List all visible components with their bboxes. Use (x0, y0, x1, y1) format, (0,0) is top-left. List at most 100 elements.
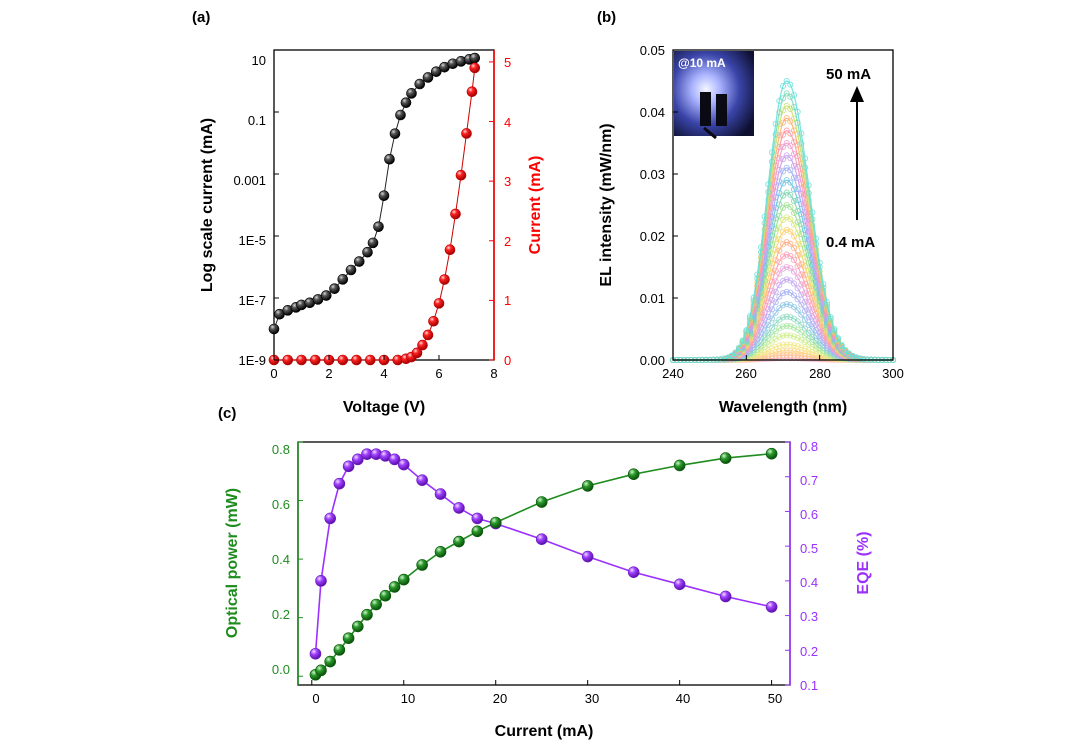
panel-a-log-point (422, 72, 434, 83)
panel-a-y-tick: 1E-5 (239, 233, 266, 248)
panel-a-log-point (268, 323, 280, 335)
panel-c-y-tick: 0.6 (272, 497, 290, 512)
panel-b-spectrum-point (794, 334, 801, 341)
panel-b-spectrum-point (787, 203, 794, 211)
panel-b-spectrum-point (801, 307, 809, 314)
panel-b-spectrum-point (779, 332, 787, 339)
panel-b-spectrum-point (823, 299, 831, 306)
panel-b-spectrum-point (779, 289, 787, 297)
panel-b-spectrum-point (787, 314, 794, 321)
panel-b-spectrum-point (805, 182, 812, 189)
panel-b-spectrum-point (790, 268, 798, 275)
panel-b-spectrum-point (765, 196, 772, 203)
panel-a-linear-point (411, 347, 423, 359)
panel-c-power-point (627, 468, 640, 481)
panel-b-spectrum-point (783, 322, 790, 329)
panel-b-spectrum-point (801, 289, 809, 296)
panel-b-x-tick: 300 (882, 366, 904, 381)
panel-b-spectrum-point (805, 314, 812, 321)
panel-c-y2-tick: 0.2 (800, 644, 818, 659)
panel-a-linear-point (461, 128, 472, 139)
panel-b-spectrum-point (805, 347, 812, 354)
panel-b-spectrum-point (790, 92, 798, 99)
panel-c: (c) 0 10 20 30 40 50 0.0 0.2 0.4 0.6 0.8… (218, 405, 872, 740)
panel-b-spectrum-point (794, 119, 801, 126)
panel-b-spectrum-line (673, 142, 893, 361)
panel-b-spectrum-point (787, 154, 794, 162)
panel-b-spectrum-point (776, 352, 783, 359)
panel-a-y-tick: 0.1 (248, 113, 266, 128)
panel-a-y2-tick: 0 (504, 353, 511, 368)
panel-a-y-tick: 1E-7 (239, 293, 266, 308)
panel-b-spectrum-point (776, 224, 783, 231)
panel-a-linear-point (450, 208, 461, 220)
panel-b-spectrum-point (805, 267, 812, 274)
panel-b-x-ticks: 240 260 280 300 (662, 366, 904, 381)
panel-b-spectrum-point (779, 302, 787, 309)
panel-b: (b) @10 mA 50 mA 0.4 mA 240 260 280 300 … (597, 9, 904, 416)
panel-b-spectrum-point (779, 277, 787, 284)
panel-b-annotation-top: 50 mA (826, 66, 871, 83)
panel-b-inset-label: @10 mA (678, 56, 726, 70)
panel-b-spectrum-point (783, 251, 790, 258)
panel-b-spectrum-point (787, 341, 794, 348)
panel-c-eqe-point (351, 453, 364, 466)
panel-b-spectrum-point (787, 216, 794, 223)
panel-b-spectrum-point (787, 93, 794, 100)
panel-b-spectrum-point (739, 337, 746, 344)
panel-b-spectrum-point (779, 119, 787, 126)
panel-a-y2-tick: 4 (504, 115, 511, 130)
panel-c-eqe-point (309, 647, 322, 660)
panel-a-plot-frame (273, 49, 495, 361)
panel-b-spectrum-point (783, 301, 790, 308)
panel-b-spectrum-point (721, 355, 728, 362)
panel-b-spectrum-point (801, 345, 809, 352)
panel-b-spectrum-point (779, 347, 787, 354)
panel-b-spectrum-point (787, 265, 794, 272)
panel-b-spectrum-point (794, 285, 801, 292)
panel-b-plot-frame (672, 49, 894, 361)
panel-b-spectrum-point (783, 263, 790, 271)
panel-a-log-point (337, 274, 349, 285)
panel-a-y-tick: 10 (252, 53, 266, 68)
panel-c-eqe-point (719, 590, 732, 603)
panel-b-spectrum-point (790, 352, 798, 359)
panel-b-spectrum-point (809, 209, 816, 216)
panel-b-spectrum-point (809, 334, 816, 341)
panel-b-y-tick: 0.03 (640, 167, 665, 182)
panel-b-spectrum-point (794, 352, 801, 359)
panel-a-x-tick: 0 (270, 366, 277, 381)
panel-c-power-point (489, 516, 502, 529)
panel-b-spectrum-point (787, 167, 794, 174)
panel-b-spectrum-point (794, 108, 801, 115)
panel-c-power-point (535, 496, 548, 508)
panel-b-spectrum-point (772, 309, 779, 316)
panel-a-log-point (469, 52, 481, 64)
panel-c-eqe-point (471, 512, 484, 525)
panel-c-power-point (379, 589, 392, 602)
panel-b-spectrum-point (772, 194, 779, 201)
panel-b-spectrum-point (776, 247, 783, 254)
panel-b-spectrum-point (783, 214, 790, 221)
panel-b-spectrum-point (768, 324, 776, 331)
panel-b-spectrum-point (790, 333, 798, 340)
panel-b-spectrum-point (746, 313, 754, 320)
panel-b-spectrum-point (783, 226, 790, 233)
panel-b-spectrum-point (765, 181, 772, 188)
panel-b-spectrum-point (827, 314, 834, 321)
panel-c-y2-tick: 0.1 (800, 678, 818, 693)
panel-a-x-tick: 6 (435, 366, 442, 381)
panel-b-spectrum-point (779, 352, 787, 359)
panel-c-power-point (324, 655, 336, 668)
panel-b-spectrum-point (798, 321, 805, 328)
panel-c-power-point (673, 459, 686, 472)
panel-a-linear-point (444, 244, 456, 256)
panel-a-log-point (329, 283, 340, 294)
panel-b-spectrum-point (794, 318, 801, 325)
panel-b-spectrum-point (783, 77, 790, 85)
panel-b-spectrum-point (801, 164, 809, 171)
panel-b-spectrum-point (805, 335, 812, 342)
panel-a-x-tick: 4 (380, 366, 387, 381)
panel-b-arrow-annotation: 50 mA 0.4 mA (826, 66, 875, 251)
panel-a-linear-point (439, 274, 450, 285)
